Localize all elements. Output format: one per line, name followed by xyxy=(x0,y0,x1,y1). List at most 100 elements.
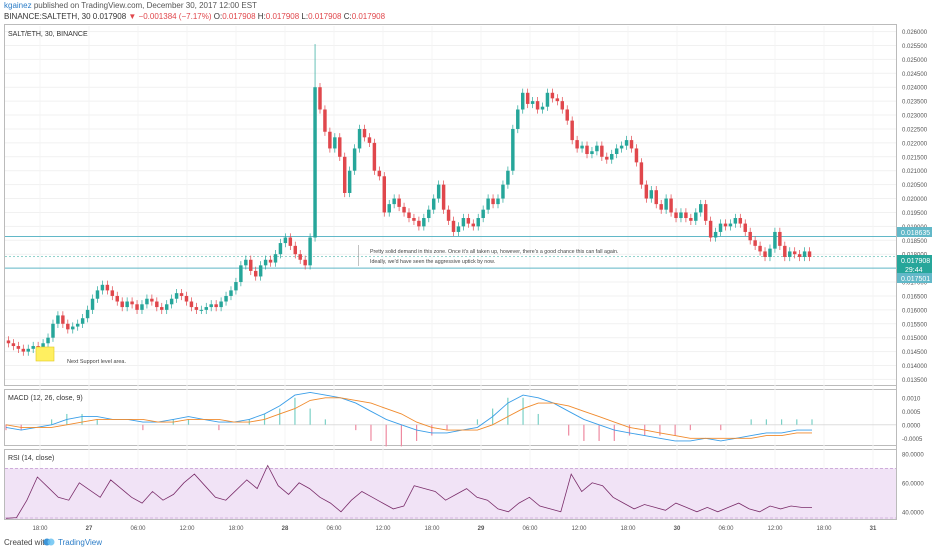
time-tick-label: 06:00 xyxy=(718,526,734,532)
candle-body xyxy=(268,259,273,263)
rsi-tick-label: 60.0000 xyxy=(902,481,924,487)
candle-body xyxy=(184,295,189,302)
candle-body xyxy=(417,220,421,227)
candle-body xyxy=(214,304,218,308)
candle-body xyxy=(26,348,30,352)
resistance-price-text: 0.018635 xyxy=(901,230,930,237)
symbol-quote-line: BINANCE:SALTETH, 30 0.017908 ▼ −0.001384… xyxy=(4,12,385,21)
candle-body xyxy=(580,145,584,149)
candle-body xyxy=(283,237,288,244)
candle-body xyxy=(659,204,663,210)
low-value: 0.017908 xyxy=(308,12,342,21)
price-tick-label: 0.021500 xyxy=(902,155,928,161)
support-price-tag xyxy=(897,273,932,283)
candle-body xyxy=(629,140,634,149)
candle-body xyxy=(664,198,668,210)
time-tick-label: 06:00 xyxy=(130,526,146,532)
candle-body xyxy=(807,251,812,257)
candle-body xyxy=(249,259,253,271)
candle-body xyxy=(481,209,485,219)
candle-body xyxy=(199,309,204,311)
price-tick-label: 0.016500 xyxy=(902,294,928,300)
candle-body xyxy=(783,245,787,257)
macd-lines xyxy=(5,391,896,447)
candle-body xyxy=(550,92,555,99)
candle-body xyxy=(263,259,268,266)
time-tick-label: 18:00 xyxy=(816,526,832,532)
candle-body xyxy=(179,293,184,296)
last-price-tag xyxy=(897,255,932,265)
price-tick-label: 0.020000 xyxy=(902,197,928,203)
candle-body xyxy=(273,254,278,263)
low-label: L: xyxy=(301,12,309,21)
candle-body xyxy=(174,293,179,299)
candle-body xyxy=(743,223,747,232)
macd-line xyxy=(5,391,812,442)
candle-body xyxy=(140,304,144,310)
price-tick-label: 0.014000 xyxy=(902,364,928,370)
candle-body xyxy=(402,206,406,213)
candle-body xyxy=(461,218,466,227)
candle-body xyxy=(85,309,90,319)
candle-body xyxy=(590,151,594,155)
close-value: 0.017908 xyxy=(351,12,386,21)
price-tick-label: 0.024500 xyxy=(902,72,928,78)
candle-body xyxy=(80,318,85,324)
candle-body xyxy=(90,298,95,310)
time-tick-label: 18:00 xyxy=(620,526,636,532)
candle-body xyxy=(372,142,377,171)
rsi-pane-title: RSI (14, close) xyxy=(8,455,54,462)
countdown-tag xyxy=(897,264,932,274)
candle-body xyxy=(763,251,767,257)
candle-body xyxy=(75,323,80,327)
candle-body xyxy=(244,259,248,266)
candle-body xyxy=(679,212,683,219)
candle-body xyxy=(6,340,11,344)
price-tick-label: 0.020500 xyxy=(902,183,928,189)
candle-body xyxy=(634,148,639,163)
footer: Created with TradingView xyxy=(0,535,932,550)
published-text: published on TradingView.com, December 3… xyxy=(33,1,257,10)
macd-tick-label: 0.0000 xyxy=(902,423,921,429)
candle-body xyxy=(753,240,757,246)
candle-body xyxy=(511,128,515,171)
candle-body xyxy=(110,290,115,296)
price-tick-label: 0.014500 xyxy=(902,350,928,356)
candle-body xyxy=(333,137,337,149)
candle-body xyxy=(219,301,223,308)
candle-body xyxy=(61,315,65,324)
price-pane[interactable] xyxy=(4,24,897,386)
candle-body xyxy=(338,137,342,157)
candle-body xyxy=(293,245,298,255)
price-tick-label: 0.023000 xyxy=(902,114,928,120)
rsi-tick-label: 40.0000 xyxy=(902,510,924,516)
candle-body xyxy=(778,231,782,246)
candle-body xyxy=(328,131,332,149)
candle-body xyxy=(204,307,208,310)
macd-tick-label: -0.0005 xyxy=(902,437,923,443)
candle-body xyxy=(258,265,263,277)
candle-body xyxy=(644,184,649,199)
close-label: C: xyxy=(343,12,352,21)
candle-body xyxy=(654,190,658,205)
candle-body xyxy=(135,304,139,310)
chart-canvas[interactable]: 0.013500 0.014000 0.014500 0.015000 0.015500… xyxy=(0,24,932,536)
candle-body xyxy=(427,209,431,219)
candle-body xyxy=(46,337,50,344)
candle-body xyxy=(392,198,396,205)
candle-body xyxy=(733,218,738,224)
support-price-text: 0.017501 xyxy=(901,276,930,283)
author-link[interactable]: kgainez xyxy=(4,1,32,10)
candle-body xyxy=(788,251,792,257)
tradingview-brand-link[interactable]: TradingView xyxy=(58,538,103,547)
candle-body xyxy=(130,301,134,305)
candlesticks xyxy=(6,44,812,356)
candle-body xyxy=(456,226,461,232)
price-change: −0.001384 (−7.17%) xyxy=(138,12,212,21)
candle-body xyxy=(422,218,426,227)
candle-body xyxy=(347,170,352,193)
candle-body xyxy=(253,270,258,277)
candle-body xyxy=(11,343,16,347)
candle-body xyxy=(535,101,540,110)
candle-body xyxy=(545,92,550,107)
